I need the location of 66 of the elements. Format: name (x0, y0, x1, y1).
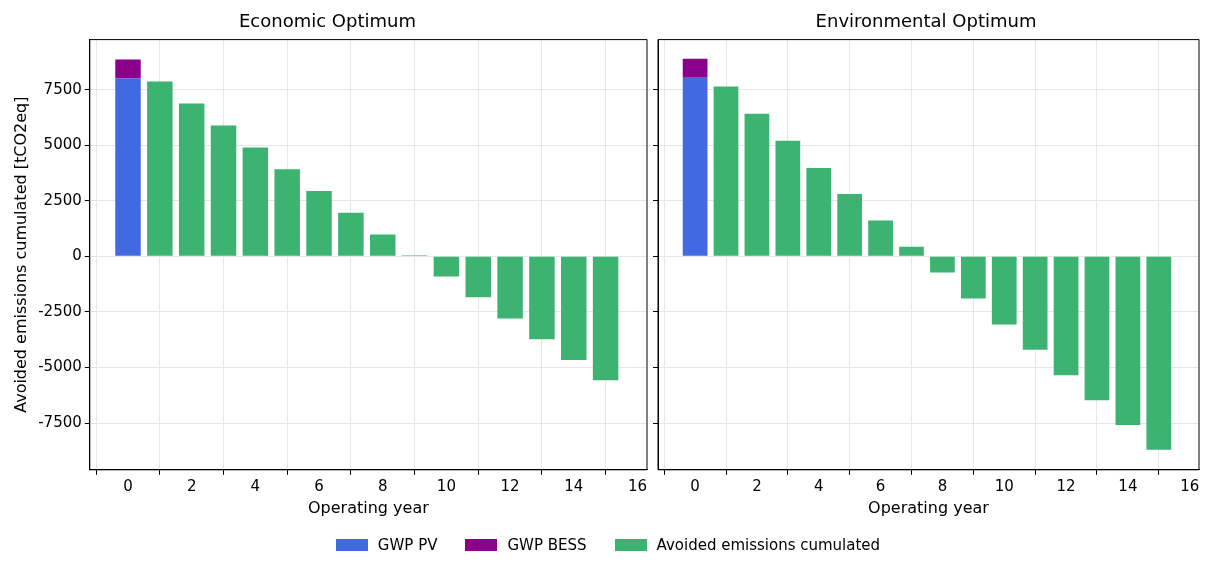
bar (561, 256, 587, 360)
x-tick-label: 14 (1118, 476, 1138, 495)
bar (1146, 256, 1172, 450)
chart-title: Economic Optimum (239, 10, 416, 32)
bar (1084, 256, 1110, 401)
x-tick-label: 16 (627, 476, 647, 495)
bar (147, 81, 173, 256)
bar (465, 256, 491, 298)
bar (682, 58, 708, 78)
x-tick-label: 12 (1056, 476, 1076, 495)
bar (115, 59, 141, 79)
x-tick-label: 16 (1180, 476, 1200, 495)
x-tick-label: 4 (813, 476, 824, 495)
x-tick-label: 14 (564, 476, 584, 495)
y-tick-label: -5000 (38, 357, 82, 376)
bar (1115, 256, 1141, 426)
x-axis-title: Operating year (868, 497, 990, 517)
x-tick-label: 0 (123, 476, 133, 495)
x-tick-label: 2 (752, 476, 762, 495)
x-tick-label: 6 (314, 476, 324, 495)
x-axis-title: Operating year (308, 497, 430, 517)
bar (274, 169, 300, 256)
bar (497, 256, 523, 319)
x-tick-label: 8 (377, 476, 388, 495)
bar (991, 256, 1017, 325)
bar (592, 256, 619, 381)
x-tick-label: 12 (500, 476, 520, 495)
bar (178, 103, 205, 256)
x-tick-label: 10 (436, 476, 456, 495)
chart-title: Environmental Optimum (815, 10, 1037, 32)
legend-label: GWP PV (377, 536, 438, 554)
bar (338, 212, 364, 256)
y-axis-title: Avoided emissions cumulated [tCO2eq] (10, 96, 30, 413)
bar (744, 113, 770, 256)
bar (242, 147, 269, 256)
x-tick-label: 8 (937, 476, 948, 495)
y-tick-label: 5000 (43, 135, 82, 154)
legend-label: Avoided emissions cumulated (656, 536, 881, 554)
bar (682, 77, 708, 256)
bar (775, 140, 801, 256)
x-tick-label: 2 (186, 476, 197, 495)
x-tick-label: 0 (690, 476, 700, 495)
y-tick-label: 7500 (43, 79, 82, 98)
legend-label: GWP BESS (507, 536, 587, 554)
bar (868, 220, 893, 256)
bar (899, 246, 924, 256)
bar (306, 191, 332, 256)
bar (837, 194, 863, 256)
bar (210, 125, 237, 256)
y-tick-label: 2500 (43, 190, 82, 209)
y-tick-label: -2500 (38, 301, 82, 320)
bar (930, 256, 955, 273)
bar (713, 86, 739, 256)
bar (1022, 256, 1048, 350)
bar (433, 256, 460, 277)
x-tick-label: 4 (250, 476, 261, 495)
bar (960, 256, 986, 299)
x-tick-label: 10 (994, 476, 1014, 495)
bar (529, 256, 555, 340)
bar (806, 167, 832, 256)
bar (115, 78, 141, 256)
x-tick-label: 6 (875, 476, 886, 495)
bar (1053, 256, 1079, 376)
bar (369, 234, 396, 256)
y-tick-label: 0 (72, 246, 82, 265)
y-tick-label: -7500 (38, 413, 82, 431)
